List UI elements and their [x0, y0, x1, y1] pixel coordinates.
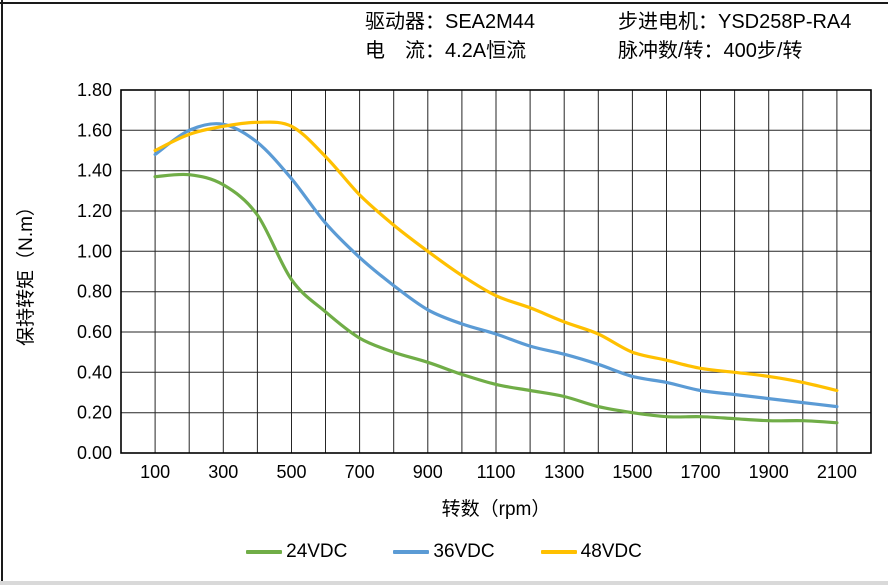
- motor-line: 步进电机：YSD258P-RA4: [618, 11, 852, 33]
- driver-info: 驱动器：SEA2M44 电 流：4.2A恒流: [365, 8, 535, 66]
- legend-label-36VDC: 36VDC: [433, 541, 495, 562]
- x-tick-label: 1900: [749, 462, 789, 482]
- chart-legend: 24VDC 36VDC 48VDC: [0, 541, 888, 563]
- x-tick-label: 700: [345, 462, 375, 482]
- driver-line: 驱动器：SEA2M44: [365, 11, 536, 33]
- x-axis-title: 转数（rpm）: [442, 498, 551, 520]
- y-tick-label: 1.20: [77, 201, 112, 221]
- series-line-48VDC: [153, 120, 839, 393]
- page-edge-bottom: [0, 581, 888, 585]
- x-tick-label: 1300: [544, 462, 584, 482]
- y-tick-label: 0.80: [77, 282, 112, 302]
- legend-item-36VDC: 36VDC: [393, 541, 495, 563]
- y-tick-label: 1.00: [77, 241, 112, 261]
- x-tick-label: 1100: [477, 462, 516, 482]
- legend-swatch-24VDC: [246, 550, 283, 554]
- x-tick-label: 1500: [612, 462, 652, 482]
- y-tick-label: 0.40: [77, 362, 112, 382]
- x-tick-label: 300: [208, 462, 238, 482]
- current-line: 电 流：4.2A恒流: [365, 40, 527, 62]
- x-tick-label: 100: [140, 462, 170, 482]
- legend-swatch-48VDC: [540, 550, 577, 554]
- y-tick-label: 0.00: [77, 443, 112, 463]
- y-axis-title: 保持转矩（N.m）: [15, 197, 37, 346]
- y-tick-label: 0.20: [77, 403, 112, 423]
- y-tick-label: 1.60: [77, 120, 112, 140]
- page-border-top: [0, 2, 888, 4]
- series-line-36VDC: [153, 122, 839, 409]
- series-line-24VDC: [153, 172, 839, 425]
- pulses-line: 脉冲数/转：400步/转: [618, 40, 803, 62]
- x-tick-label: 2100: [817, 462, 857, 482]
- legend-swatch-36VDC: [393, 550, 430, 554]
- y-tick-label: 0.60: [77, 322, 112, 342]
- page-border-left: [1, 0, 3, 585]
- x-tick-label: 900: [413, 462, 443, 482]
- legend-item-48VDC: 48VDC: [540, 541, 642, 563]
- y-tick-label: 1.80: [77, 80, 112, 100]
- plot-border: [120, 89, 872, 454]
- x-tick-label: 1700: [680, 462, 720, 482]
- legend-label-48VDC: 48VDC: [580, 541, 642, 562]
- legend-item-24VDC: 24VDC: [246, 541, 347, 563]
- y-tick-label: 1.40: [77, 161, 112, 181]
- motor-info: 步进电机：YSD258P-RA4 脉冲数/转：400步/转: [618, 8, 851, 66]
- legend-label-24VDC: 24VDC: [286, 541, 348, 562]
- x-tick-label: 500: [276, 462, 306, 482]
